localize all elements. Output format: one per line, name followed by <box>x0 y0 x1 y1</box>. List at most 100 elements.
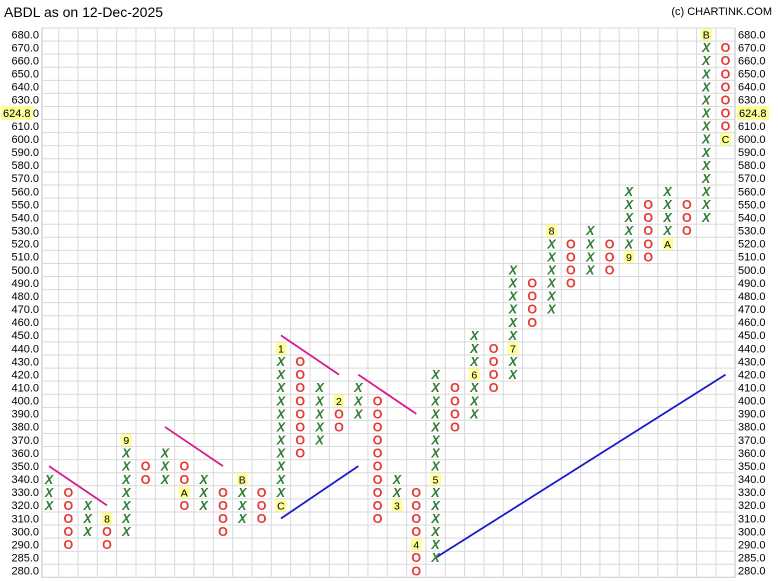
x-mark: X <box>585 263 595 277</box>
y-tick-label: 510.0 <box>11 252 39 264</box>
y-tick-label: 450.0 <box>11 330 39 342</box>
o-mark: O <box>179 473 189 487</box>
y-tick-label: 440.0 <box>11 343 39 355</box>
month-marker: 7 <box>510 343 516 355</box>
support-trendline <box>280 465 359 520</box>
o-mark: O <box>721 80 731 94</box>
last-price-label: 624.8 <box>3 108 31 120</box>
x-mark: X <box>430 394 440 408</box>
o-mark: O <box>295 407 305 421</box>
month-marker: 8 <box>549 226 555 238</box>
y-tick-label: 460.0 <box>738 317 766 329</box>
month-marker-bg <box>236 473 248 486</box>
month-marker: 4 <box>413 540 419 552</box>
y-tick-label: 540.0 <box>11 212 39 224</box>
x-mark: X <box>44 486 54 500</box>
x-mark: X <box>508 355 518 369</box>
x-mark: X <box>121 460 131 474</box>
o-mark: O <box>527 316 537 330</box>
x-mark: X <box>662 224 672 238</box>
o-mark: O <box>295 434 305 448</box>
o-mark: O <box>141 473 151 487</box>
x-mark: X <box>314 434 324 448</box>
month-marker: 3 <box>394 500 400 512</box>
month-marker: 1 <box>278 343 284 355</box>
x-mark: X <box>508 329 518 343</box>
x-mark: X <box>430 512 440 526</box>
month-marker-bg <box>101 512 113 525</box>
x-mark: X <box>585 250 595 264</box>
x-mark: X <box>469 407 479 421</box>
y-tick-label: 680.0 <box>738 29 766 41</box>
y-tick-label: 350.0 <box>11 461 39 473</box>
x-mark: X <box>237 486 247 500</box>
y-tick-label: 640.0 <box>11 82 39 94</box>
o-mark: O <box>450 407 460 421</box>
y-tick-label: 470.0 <box>738 304 766 316</box>
o-mark: O <box>721 67 731 81</box>
x-mark: X <box>430 368 440 382</box>
month-marker-bg <box>430 473 442 486</box>
o-mark: O <box>63 525 73 539</box>
month-marker: 8 <box>104 514 110 526</box>
y-tick-label: 480.0 <box>11 291 39 303</box>
o-mark: O <box>605 250 615 264</box>
month-marker-bg <box>178 486 190 499</box>
x-mark: X <box>508 263 518 277</box>
x-mark: X <box>44 499 54 513</box>
month-marker-bg <box>275 342 287 355</box>
x-mark: X <box>508 277 518 291</box>
y-tick-label: 560.0 <box>11 186 39 198</box>
x-mark: X <box>701 146 711 160</box>
o-mark: O <box>411 486 421 500</box>
x-mark: X <box>701 67 711 81</box>
o-mark: O <box>373 434 383 448</box>
o-mark: O <box>605 263 615 277</box>
x-mark: X <box>585 224 595 238</box>
y-tick-label: 370.0 <box>738 435 766 447</box>
y-tick-label: 360.0 <box>11 448 39 460</box>
chart-grid <box>41 27 736 578</box>
x-mark: X <box>276 434 286 448</box>
o-mark: O <box>218 512 228 526</box>
x-mark: X <box>82 499 92 513</box>
x-mark: X <box>276 381 286 395</box>
o-mark: O <box>411 564 421 578</box>
y-tick-label: 410.0 <box>11 383 39 395</box>
resistance-trendline <box>48 465 108 507</box>
o-mark: O <box>682 211 692 225</box>
y-tick-label: 360.0 <box>738 448 766 460</box>
x-mark: X <box>469 394 479 408</box>
o-mark: O <box>257 499 267 513</box>
month-marker: B <box>703 30 710 42</box>
x-mark: X <box>701 80 711 94</box>
y-tick-label: 590.0 <box>11 147 39 159</box>
month-marker-bg <box>333 394 345 407</box>
x-mark: X <box>121 473 131 487</box>
x-mark: X <box>469 329 479 343</box>
y-tick-label: 440.0 <box>738 343 766 355</box>
x-mark: X <box>430 460 440 474</box>
y-tick-label: 510.0 <box>738 252 766 264</box>
o-mark: O <box>218 499 228 513</box>
y-tick-label: 280.0 <box>11 566 39 578</box>
o-mark: O <box>63 486 73 500</box>
last-price-markers: 624.8 624.8 <box>1 106 769 121</box>
y-tick-label: 550.0 <box>11 199 39 211</box>
x-mark: X <box>469 355 479 369</box>
x-mark: X <box>624 185 634 199</box>
resistance-trendline <box>280 334 340 376</box>
y-tick-label: 350.0 <box>738 461 766 473</box>
o-mark: O <box>295 381 305 395</box>
x-mark: X <box>430 551 440 565</box>
o-mark: O <box>566 263 576 277</box>
y-tick-label: 330.0 <box>11 487 39 499</box>
o-mark: O <box>721 93 731 107</box>
x-mark: X <box>701 198 711 212</box>
x-mark: X <box>121 447 131 461</box>
y-tick-label: 370.0 <box>11 435 39 447</box>
y-tick-label: 320.0 <box>738 500 766 512</box>
y-tick-label: 580.0 <box>11 160 39 172</box>
last-price-bg-right <box>737 106 769 121</box>
y-tick-label: 490.0 <box>11 278 39 290</box>
